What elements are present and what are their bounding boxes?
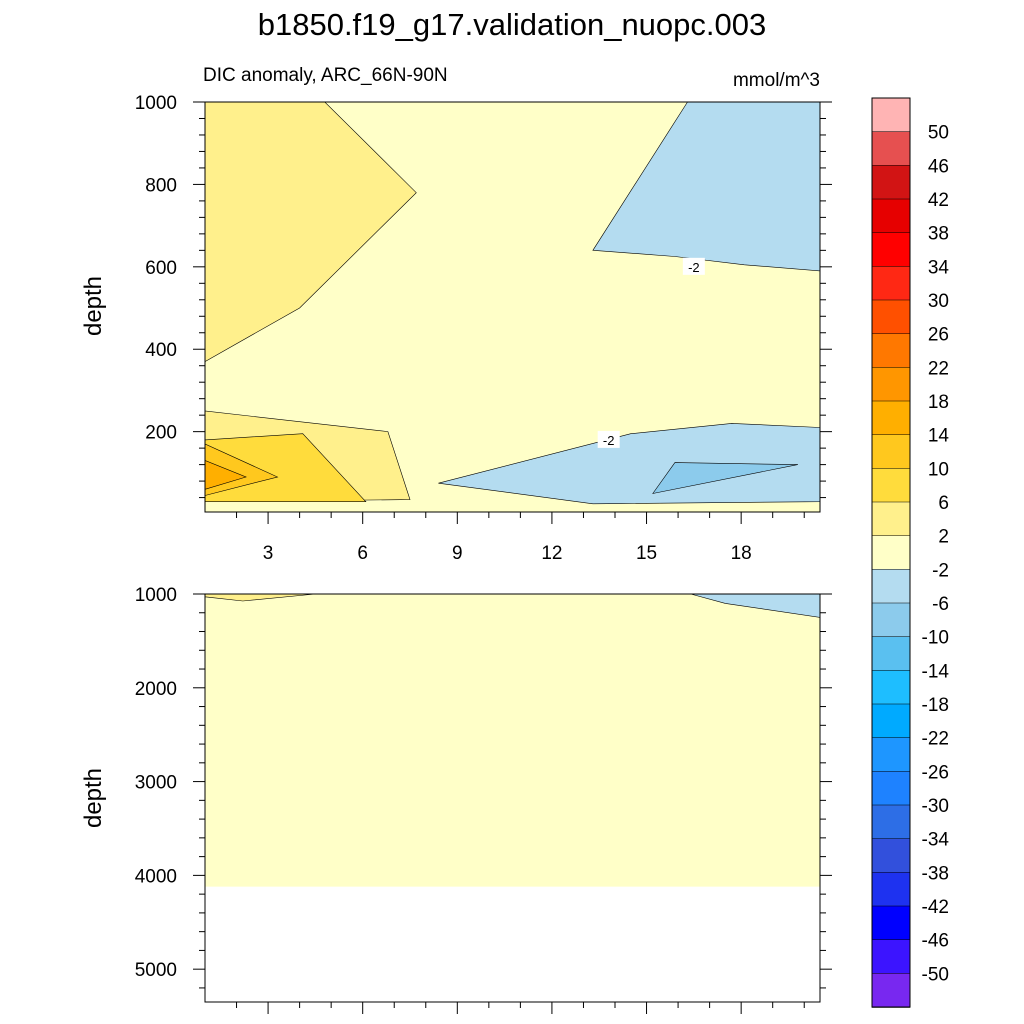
x-tick-label: 3 (263, 543, 274, 564)
colorbar-swatch (871, 771, 911, 806)
y-tick-label: 3000 (135, 773, 177, 794)
x-tick-label: 12 (541, 543, 562, 564)
colorbar-label: -10 (922, 628, 949, 649)
colorbar-swatch (871, 468, 911, 503)
colorbar-swatch (871, 569, 911, 604)
colorbar-label: -50 (922, 964, 949, 985)
figure-title: b1850.f19_g17.validation_nuopc.003 (258, 7, 767, 42)
panel-frame (204, 101, 821, 513)
colorbar-label: 30 (928, 291, 949, 312)
x-tick-label: 6 (357, 543, 368, 564)
colorbar-swatch (871, 535, 911, 571)
panel-frame (204, 593, 821, 1003)
colorbar-label: -18 (922, 695, 949, 716)
colorbar-swatch (871, 400, 911, 436)
colorbar-label: -2 (932, 560, 949, 581)
x-tick-label: 9 (452, 543, 463, 564)
colorbar-swatch (871, 838, 911, 874)
colorbar-label: -42 (922, 897, 949, 918)
missing-data-region (205, 886, 820, 1002)
colorbar-label: 14 (928, 426, 950, 447)
colorbar-swatch (871, 636, 911, 672)
colorbar-swatch (871, 299, 911, 335)
colorbar-swatch (871, 670, 911, 705)
colorbar-label: 50 (928, 123, 949, 144)
colorbar-label: -6 (932, 594, 949, 615)
colorbar-swatch (871, 804, 911, 840)
y-tick-label: 200 (145, 423, 177, 444)
colorbar-label: -34 (922, 830, 950, 851)
colorbar-label: 18 (928, 392, 949, 413)
contour-line-label: -2 (688, 260, 700, 275)
upper-depth-panel: 200 400 600 800 1000 3 6 9 12 15 18 -2 -2 (135, 93, 832, 564)
colorbar-swatch (871, 602, 911, 638)
colorbar-label: 22 (928, 358, 949, 379)
x-tick-label: 15 (636, 543, 657, 564)
colorbar-swatch (871, 333, 911, 369)
contour-label-box (682, 257, 705, 275)
y-tick-label: 1000 (135, 585, 177, 606)
y-tick-label: 5000 (135, 960, 177, 981)
y-tick-label: 4000 (135, 866, 177, 887)
colorbar-swatch (871, 905, 911, 941)
colorbar-swatch (871, 165, 911, 200)
colorbar-label: 2 (938, 527, 949, 548)
contour-region--6_-10 (652, 462, 798, 494)
colorbar-label: 26 (928, 325, 949, 346)
colorbar-label: 38 (928, 224, 949, 245)
colorbar-label: -14 (922, 661, 950, 682)
upper-y-axis-label: depth (80, 276, 107, 336)
colorbar-swatch (871, 872, 911, 907)
lower-depth-panel: 1000 2000 3000 4000 5000 (135, 585, 832, 1014)
colorbar-label: 10 (928, 459, 949, 480)
contour-line-label: -2 (603, 433, 615, 448)
colorbar-swatch (871, 232, 911, 268)
colorbar-label: 46 (928, 156, 949, 177)
y-tick-label: 400 (145, 340, 177, 361)
colorbar-swatch (871, 97, 911, 133)
colorbar-swatch (871, 198, 911, 234)
colorbar-swatch (871, 501, 911, 537)
y-tick-label: 600 (145, 258, 177, 279)
colorbar-label: -46 (922, 931, 949, 952)
colorbar-label: -38 (922, 863, 949, 884)
lower-y-axis-label: depth (80, 768, 107, 828)
contour-label-box (597, 430, 620, 448)
colorbar-swatch (871, 973, 911, 1008)
colorbar-swatch (871, 939, 911, 975)
x-tick-label: 18 (731, 543, 752, 564)
colorbar-label: 42 (928, 190, 949, 211)
colorbar-frame (871, 97, 911, 1008)
colorbar-label: -22 (922, 729, 949, 750)
colorbar-swatch (871, 737, 911, 773)
colorbar-label: 6 (938, 493, 949, 514)
colorbar-swatch (871, 703, 911, 739)
units-label: mmol/m^3 (733, 70, 820, 91)
colorbar-swatch (871, 367, 911, 402)
colorbar-swatch (871, 266, 911, 301)
variable-region-label: DIC anomaly, ARC_66N-90N (203, 65, 448, 86)
colorbar-label: 34 (928, 257, 950, 278)
y-tick-label: 1000 (135, 93, 177, 114)
colorbar: 50 46 42 38 34 30 26 22 18 14 10 6 2 -2 -6 -10 -14 -18 -22… (871, 97, 950, 1008)
colorbar-label: -26 (922, 762, 949, 783)
colorbar-swatch (871, 434, 911, 470)
colorbar-label: -30 (922, 796, 949, 817)
y-tick-label: 800 (145, 175, 177, 196)
y-tick-label: 2000 (135, 679, 177, 700)
colorbar-swatch (871, 131, 911, 167)
